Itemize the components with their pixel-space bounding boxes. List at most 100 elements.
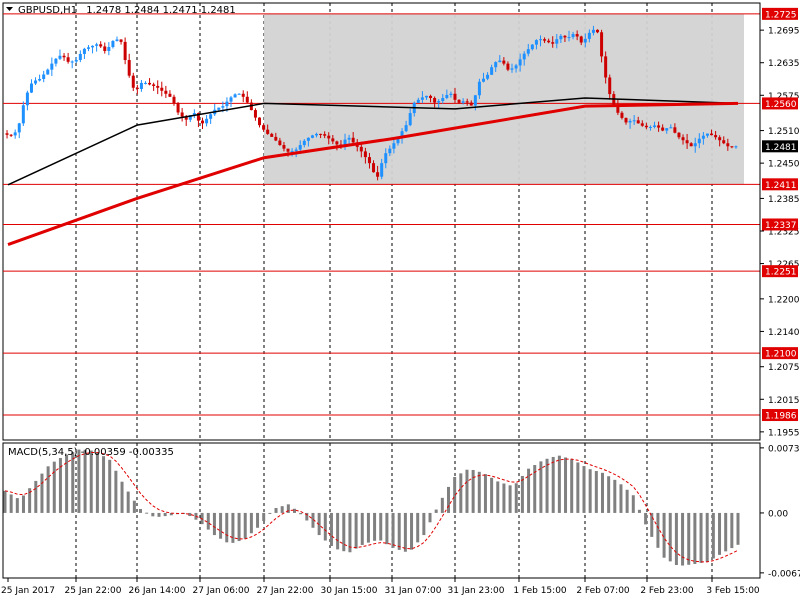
candle-body xyxy=(705,133,709,136)
candle-body xyxy=(665,128,669,131)
macd-bar xyxy=(508,485,512,513)
candle-body xyxy=(388,148,392,154)
candle-body xyxy=(534,40,538,45)
title-dropdown-icon[interactable] xyxy=(6,7,13,11)
candle-body xyxy=(677,132,681,138)
macd-bar xyxy=(139,509,143,513)
candle-body xyxy=(559,35,563,40)
ohlc-label: 1.2478 1.2484 1.2471 1.2481 xyxy=(86,5,236,16)
time-axis: 25 Jan 2017 25 Jan 22:00 26 Jan 14:00 27 Ja… xyxy=(1,578,760,596)
candle-body xyxy=(95,44,99,46)
level-price-tag xyxy=(762,347,798,360)
candle-body xyxy=(262,125,266,130)
price-tick-label: 1.2385 xyxy=(768,195,800,205)
macd-bar xyxy=(311,512,315,528)
candle-body xyxy=(498,60,502,63)
candle-body xyxy=(392,143,396,149)
macd-bar xyxy=(256,512,260,528)
macd-tick-label: -0.00677 xyxy=(768,569,800,579)
candle-body xyxy=(274,136,278,141)
candle-body xyxy=(538,39,542,41)
macd-bar xyxy=(656,512,660,548)
candle-body xyxy=(115,39,119,41)
candle-body xyxy=(34,80,38,84)
macd-bar xyxy=(169,512,173,516)
macd-bar xyxy=(28,488,32,513)
price-tick-label: 1.2200 xyxy=(768,295,800,305)
candle-body xyxy=(164,90,168,94)
macd-bar xyxy=(619,484,623,513)
ma-slow-line xyxy=(7,97,739,186)
macd-bar xyxy=(52,461,56,513)
macd-bar xyxy=(21,495,25,513)
macd-tick-label: 0.00735 xyxy=(768,444,800,454)
macd-bar xyxy=(422,512,426,536)
macd-bar xyxy=(206,512,210,530)
candle-body xyxy=(543,39,547,41)
macd-bar xyxy=(212,512,216,536)
macd-bar xyxy=(539,461,543,513)
candle-body xyxy=(217,107,221,110)
current-price-label: 1.2481 xyxy=(765,143,797,153)
price-tick-label: 1.2325 xyxy=(768,228,800,238)
macd-bar xyxy=(428,512,432,523)
candle-body xyxy=(526,49,530,54)
macd-bar xyxy=(262,512,266,522)
time-tick-label: 25 Jan 2017 xyxy=(1,586,55,596)
macd-bar xyxy=(533,465,537,513)
candle-body xyxy=(148,82,152,85)
level-price-tag xyxy=(762,7,798,20)
price-tick-label: 1.2575 xyxy=(768,92,800,102)
candle-body xyxy=(335,141,339,145)
candle-body xyxy=(103,46,107,51)
candle-body xyxy=(282,145,286,149)
time-tick-label: 1 Feb 15:00 xyxy=(513,586,567,596)
macd-bar xyxy=(730,512,734,549)
level-price-label: 1.1986 xyxy=(765,412,797,422)
macd-bar xyxy=(637,509,641,513)
candle-body xyxy=(46,69,50,75)
level-price-tag xyxy=(762,265,798,278)
candle-body xyxy=(205,118,209,124)
level-price-tag xyxy=(762,409,798,422)
candle-body xyxy=(616,105,620,113)
macd-bar xyxy=(416,512,420,543)
candle-body xyxy=(58,55,62,59)
candle-body xyxy=(351,137,355,143)
level-price-tag xyxy=(762,178,798,191)
current-price-tag xyxy=(762,140,798,153)
time-tick-label: 2 Feb 07:00 xyxy=(576,586,630,596)
macd-bar xyxy=(446,486,450,513)
macd-bar xyxy=(65,454,69,513)
macd-bar xyxy=(360,512,364,545)
macd-bar xyxy=(89,450,93,513)
candle-body xyxy=(420,97,424,100)
candle-body xyxy=(82,48,86,54)
candle-body xyxy=(551,42,555,44)
macd-bar xyxy=(520,475,524,513)
candle-body xyxy=(510,68,514,70)
price-tick-label: 1.2510 xyxy=(768,127,800,137)
macd-histogram xyxy=(3,449,740,566)
candle-body xyxy=(347,137,351,140)
candle-body xyxy=(168,93,172,97)
candle-body xyxy=(78,53,82,60)
time-tick-label: 2 Feb 23:00 xyxy=(640,586,694,596)
candle-body xyxy=(290,151,294,153)
macd-bar xyxy=(483,474,487,513)
candle-body xyxy=(367,157,371,164)
macd-bar xyxy=(718,512,722,555)
candle-body xyxy=(86,47,90,49)
candle-body xyxy=(408,113,412,126)
macd-bar xyxy=(58,457,62,513)
candle-body xyxy=(384,153,388,164)
macd-bar xyxy=(434,509,438,513)
level-price-label: 1.2560 xyxy=(765,100,797,110)
macd-bar xyxy=(95,452,99,513)
ma-fast-line xyxy=(7,101,739,246)
level-price-tag xyxy=(762,97,798,110)
candle-body xyxy=(530,44,534,50)
macd-panel: MACD(5,34,5) -0.00359 -0.00335 0.007350.… xyxy=(2,442,800,579)
macd-bar xyxy=(317,512,321,536)
candle-body xyxy=(25,92,29,106)
